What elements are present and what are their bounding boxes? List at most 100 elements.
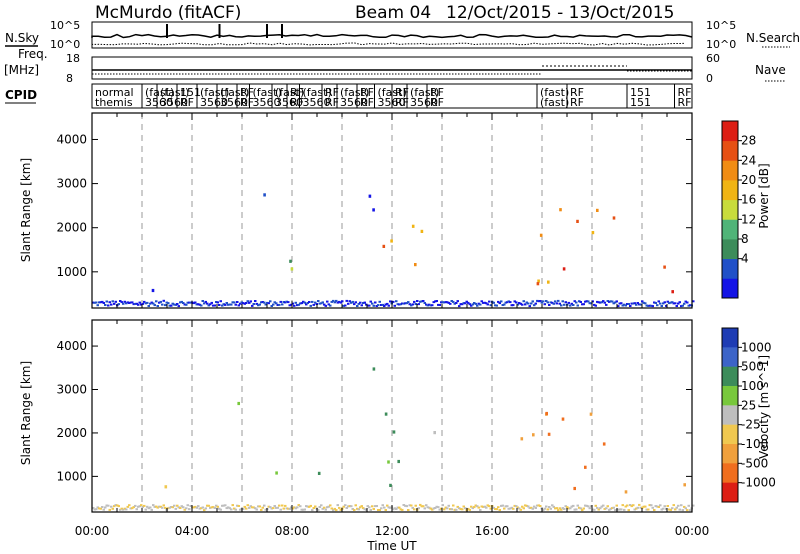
data-cell [221,504,224,507]
data-cell [263,504,266,507]
data-cell [113,505,116,508]
data-cell [644,505,647,508]
data-cell [587,505,590,508]
data-cell [510,304,513,307]
data-cell [345,299,348,302]
data-cell [675,506,678,509]
data-cell [387,304,390,307]
data-cell [539,233,543,237]
data-cell [389,506,392,509]
data-cell [410,304,413,307]
cpid-name: RF [570,86,584,99]
data-cell [275,506,278,509]
data-cell [446,507,449,510]
data-cell [533,304,536,307]
data-cell [104,506,107,509]
data-cell [549,301,552,304]
data-cell [267,505,270,508]
data-cell [623,303,626,306]
data-cell [576,304,579,307]
data-cell [368,194,372,198]
data-cell [423,507,426,510]
data-cell [660,305,663,307]
data-cell [488,300,491,303]
data-cell [309,304,312,307]
data-cell [547,280,550,284]
data-cell [105,300,108,303]
data-cell [407,301,410,304]
data-cell [366,505,369,508]
data-cell [93,301,96,304]
data-cell [119,300,122,302]
data-cell [426,304,429,307]
data-cell [603,507,606,510]
data-cell [551,504,554,507]
data-cell [129,301,132,304]
data-cell [131,301,134,304]
data-cell [317,508,320,511]
data-cell [411,506,414,509]
data-cell [126,505,129,508]
data-cell [276,304,279,306]
data-cell [426,506,429,509]
data-cell [405,505,408,508]
data-cell [281,303,284,306]
data-cell [429,507,432,510]
cpid-name: (fast) [253,86,282,99]
data-cell [240,301,243,304]
data-cell [237,304,240,307]
data-cell [589,412,593,416]
data-cell [603,301,606,304]
data-cell [653,301,656,304]
data-cell [387,460,390,464]
data-cell [188,301,191,304]
data-cell [576,504,579,507]
data-cell [513,300,516,303]
data-cell [522,300,525,303]
data-cell [572,304,575,306]
data-cell [242,508,245,510]
data-cell [161,506,164,509]
cpid-name: 3560 [220,96,248,109]
data-cell [99,301,102,304]
data-cell [384,412,388,416]
data-cell [180,300,183,303]
data-cell [567,507,570,510]
data-cell [494,304,497,307]
data-cell [192,302,195,305]
data-cell [164,304,167,307]
cpid-name: RF [570,96,584,109]
data-cell [102,302,105,304]
data-cell [123,300,126,303]
data-cell [527,302,530,305]
freq-label: Freq. [18,47,48,61]
data-cell [152,302,155,305]
data-cell [438,304,441,306]
data-cell [254,300,257,302]
data-cell [168,304,171,307]
data-cell [119,508,122,511]
data-cell [660,508,663,511]
data-cell [560,508,563,511]
data-cell [611,507,614,510]
data-cell [557,299,560,302]
data-cell [344,504,347,507]
data-cell [614,301,617,304]
nsky-strip [91,21,693,49]
data-cell [300,302,303,305]
data-cell [434,507,437,509]
data-cell [591,231,595,235]
data-cell [477,506,480,509]
data-cell [369,300,372,303]
data-cell [317,471,321,475]
data-cell [299,302,302,305]
data-cell [672,302,675,305]
data-cell [117,505,120,508]
data-cell [282,507,285,510]
data-cell [200,304,203,307]
data-cell [633,302,636,305]
data-cell [125,508,128,511]
power-cb-label: Power [dB] [757,163,771,228]
colorbar-tick-label: 8 [741,232,749,246]
data-cell [554,507,557,510]
